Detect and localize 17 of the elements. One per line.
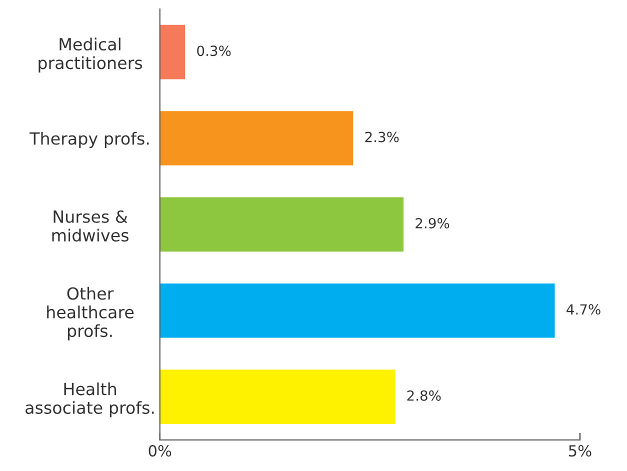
x-tick-label: 5% [569,445,592,457]
x-tick-label: 0% [148,445,172,457]
bar [160,24,186,80]
y-tick-label: Therapy profs. [30,132,149,148]
y-tick-label: Nurses & midwives [52,210,128,242]
data-label: 4.7% [566,304,600,315]
bar [160,283,555,338]
bar [160,370,396,424]
y-tick-label: Other healthcare profs. [47,286,134,340]
bar [160,111,354,166]
y-tick-label: Health associate profs. [26,382,154,418]
bar [160,197,404,252]
y-tick-label: Medical practitioners [38,38,142,72]
data-label: 2.9% [416,218,450,228]
data-label: 2.8% [407,390,441,401]
data-label: 2.3% [365,132,399,142]
data-label: 0.3% [197,46,231,56]
